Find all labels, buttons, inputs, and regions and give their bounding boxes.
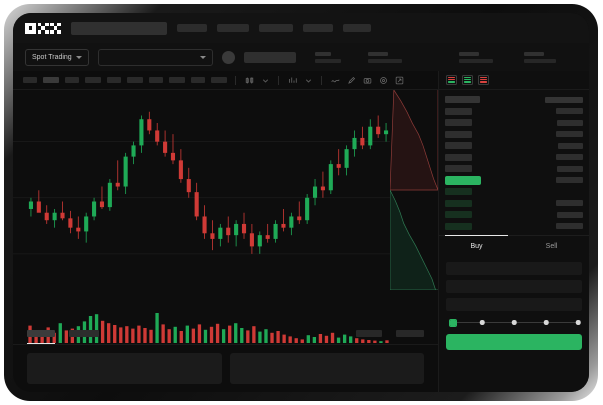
orderbook-view-toggles: [439, 71, 589, 90]
buy-button[interactable]: [446, 333, 582, 350]
volume-chart: [13, 303, 438, 348]
slider-stop-50[interactable]: [511, 320, 517, 325]
depth-chart: [390, 90, 438, 290]
device-frame: Spot Trading: [4, 4, 598, 401]
tab-buy-label: Buy: [470, 242, 483, 250]
stat-24h-low: [523, 51, 556, 63]
timeframe-4[interactable]: [85, 77, 101, 83]
logo-glyph-x: [50, 22, 61, 34]
orderbook-bid-row[interactable]: [445, 222, 583, 231]
slider-knob[interactable]: [449, 318, 457, 327]
orderbook-ask-row[interactable]: [445, 141, 583, 150]
toolbar-divider: [235, 75, 236, 85]
trading-mode-label: Spot Trading: [32, 53, 72, 61]
orders-action-1[interactable]: [356, 330, 382, 337]
trade-form: [439, 257, 589, 327]
gear-icon[interactable]: [378, 75, 388, 85]
tab-order-history[interactable]: [69, 330, 99, 337]
order-history-panel[interactable]: [229, 353, 424, 384]
amount-slider[interactable]: [449, 318, 581, 327]
orders-action-2[interactable]: [396, 330, 424, 337]
orderbook-ask-row[interactable]: [445, 107, 583, 116]
orderbook-view-asks-icon[interactable]: [478, 75, 489, 85]
indicators-icon[interactable]: [287, 75, 297, 85]
pair-selector-dropdown[interactable]: [97, 48, 213, 66]
tab-buy[interactable]: Buy: [439, 234, 514, 257]
nav-item-1[interactable]: [177, 24, 207, 32]
orders-panels: [13, 347, 438, 392]
tab-sell[interactable]: Sell: [514, 236, 589, 257]
slider-stop-75[interactable]: [543, 320, 549, 325]
slider-stop-25[interactable]: [479, 320, 485, 325]
nav-item-3[interactable]: [259, 24, 293, 32]
chevron-down-icon[interactable]: [260, 75, 270, 85]
candlestick-icon[interactable]: [244, 75, 254, 85]
pair-info-bar: Spot Trading: [13, 43, 589, 71]
candlestick-svg: [13, 111, 390, 255]
timeframe-3[interactable]: [65, 77, 79, 83]
timeframe-10[interactable]: [211, 77, 227, 83]
toolbar-divider: [278, 75, 279, 85]
chevron-down-icon: [75, 55, 82, 59]
price-field[interactable]: [446, 261, 582, 275]
line-chart-icon[interactable]: [330, 75, 340, 85]
total-field[interactable]: [446, 297, 582, 311]
orderbook-ask-row[interactable]: [445, 130, 583, 139]
trading-mode-dropdown[interactable]: Spot Trading: [25, 48, 89, 66]
orderbook-bid-row[interactable]: [445, 210, 583, 219]
orderbook-bid-row[interactable]: [445, 199, 583, 208]
timeframe-6[interactable]: [127, 77, 143, 83]
logo-glyph-o: [25, 22, 36, 34]
timeframe-5[interactable]: [107, 77, 121, 83]
pencil-icon[interactable]: [346, 75, 356, 85]
volume-svg: [28, 313, 389, 343]
top-navigation-bar: [13, 13, 589, 43]
logo-glyph-k: [37, 22, 49, 34]
orderbook-header: [445, 95, 583, 104]
orderbook-ask-row[interactable]: [445, 164, 583, 173]
orderbook-ask-row[interactable]: [445, 118, 583, 127]
orderbook-current-price: [445, 175, 583, 185]
orderbook-bid-row[interactable]: [445, 187, 583, 196]
camera-icon[interactable]: [362, 75, 372, 85]
timeframe-9[interactable]: [191, 77, 205, 83]
stat-last-price: [314, 51, 341, 63]
buy-sell-tabs: Buy Sell: [439, 234, 589, 257]
orderbook-ask-row[interactable]: [445, 153, 583, 162]
nav-item-5[interactable]: [343, 24, 371, 32]
chart-toolbar: [13, 71, 438, 90]
orderbook-view-both-icon[interactable]: [446, 75, 457, 85]
okx-logo[interactable]: [25, 22, 61, 34]
chevron-down-icon[interactable]: [303, 75, 313, 85]
timeframe-7[interactable]: [149, 77, 163, 83]
slider-stop-100[interactable]: [575, 320, 581, 325]
tab-open-orders[interactable]: [27, 330, 55, 344]
chevron-down-icon: [199, 55, 206, 59]
toolbar-divider: [321, 75, 322, 85]
nav-item-2[interactable]: [217, 24, 249, 32]
orders-tabbar: [13, 323, 438, 345]
device-screen: Spot Trading: [13, 13, 589, 392]
orderbook-rows: [439, 90, 589, 231]
fullscreen-icon[interactable]: [394, 75, 404, 85]
amount-field[interactable]: [446, 279, 582, 293]
stat-24h-high: [458, 51, 493, 63]
orderbook-and-trade-panel: Buy Sell: [438, 71, 589, 392]
orderbook-view-bids-icon[interactable]: [462, 75, 473, 85]
price-chart[interactable]: [13, 90, 438, 303]
tab-sell-label: Sell: [545, 242, 558, 250]
stat-24h-change: [367, 51, 402, 63]
timeframe-8[interactable]: [169, 77, 185, 83]
coin-avatar: [221, 50, 235, 64]
search-input[interactable]: [71, 21, 167, 35]
last-price-value: [243, 51, 296, 63]
open-orders-panel[interactable]: [27, 353, 222, 384]
timeframe-2[interactable]: [43, 77, 59, 83]
nav-item-4[interactable]: [303, 24, 333, 32]
timeframe-1[interactable]: [23, 77, 37, 83]
